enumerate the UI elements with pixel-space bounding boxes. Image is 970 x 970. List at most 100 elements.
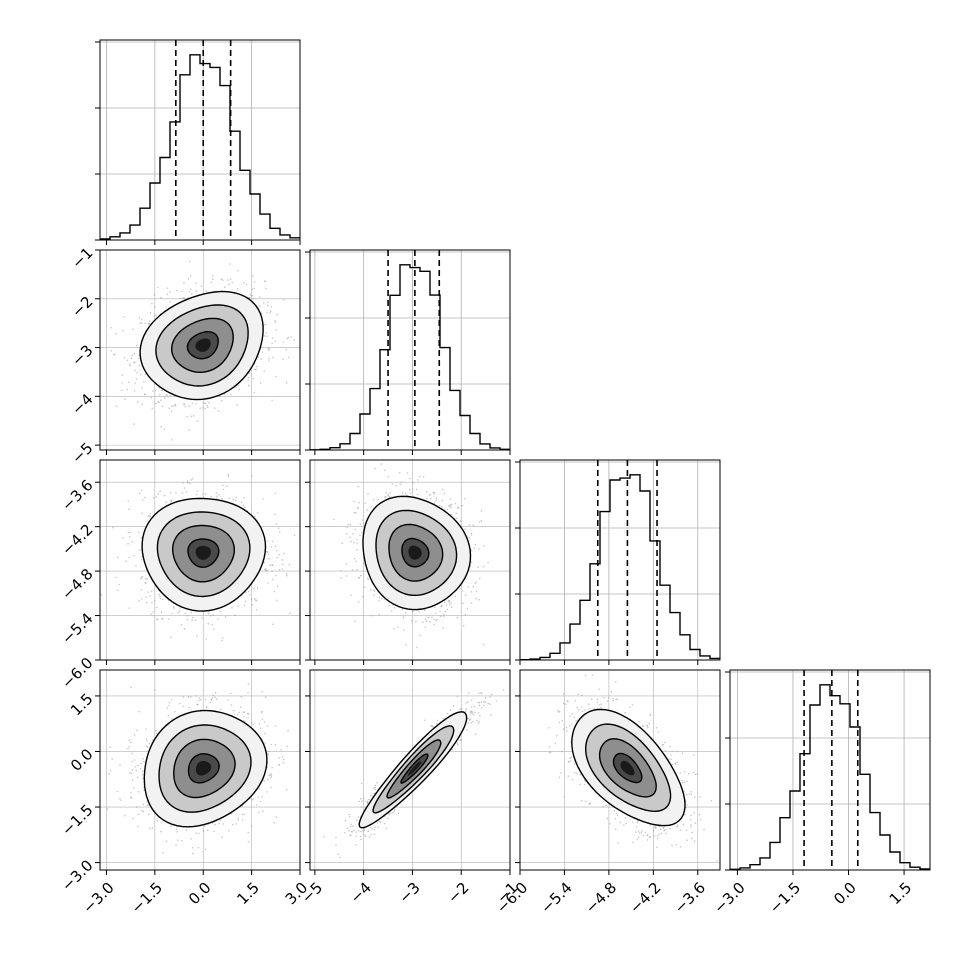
sample-point [129,363,131,366]
panel-3-0 [95,669,301,875]
sample-point [140,536,143,539]
sample-point [238,388,240,391]
sample-point [699,796,701,798]
sample-point [169,291,171,293]
sample-point [445,604,448,606]
sample-point [483,545,485,547]
panel-content [310,670,510,870]
sample-point [142,452,144,454]
sample-point [273,821,276,824]
sample-point [247,717,249,719]
sample-point [128,772,131,774]
sample-point [349,816,351,818]
sample-point [285,382,288,384]
sample-point [472,585,475,588]
sample-point [272,540,274,543]
sample-point [174,711,176,713]
sample-point [133,759,136,761]
sample-point [467,717,469,720]
sample-point [133,390,136,392]
sample-point [261,351,264,353]
sample-point [681,752,684,754]
sample-point [461,708,463,710]
sample-point [374,786,377,789]
sample-point [446,712,449,715]
sample-point [190,415,193,418]
sample-point [692,754,695,756]
y-tick-label: −6.0 [58,654,96,692]
sample-point [363,586,366,588]
sample-point [110,350,113,352]
sample-point [271,342,273,345]
sample-point [189,482,191,485]
sample-point [160,611,163,614]
sample-point [282,758,285,761]
sample-point [227,473,230,476]
sample-point [561,719,563,722]
sample-point [221,497,223,500]
contour-line [362,495,472,611]
sample-point [388,604,390,607]
sample-point [689,824,692,826]
sample-point [681,779,683,782]
panel-3-1 [305,669,511,875]
sample-point [252,275,254,277]
sample-point [656,835,659,837]
sample-point [602,805,604,808]
sample-point [288,356,290,359]
sample-point [374,788,377,791]
sample-point [282,298,285,301]
sample-point [387,475,390,478]
sample-point [204,825,206,827]
sample-point [670,758,672,761]
sample-point [241,813,244,816]
sample-point [351,569,354,571]
sample-point [663,826,665,828]
sample-point [473,705,476,708]
sample-point [353,511,356,514]
sample-point [353,541,355,544]
panel-3-2 [515,669,721,875]
sample-point [478,721,480,723]
sample-point [131,768,134,771]
sample-point [135,565,137,567]
sample-point [581,694,583,697]
sample-point [138,531,140,534]
sample-point [270,786,272,789]
sample-point [131,541,134,543]
sample-point [247,831,249,834]
sample-point [263,561,265,564]
sample-point [355,835,358,838]
sample-point [200,285,203,287]
sample-point [435,497,438,500]
sample-point [660,832,663,835]
sample-point [555,734,558,737]
sample-point [278,757,280,759]
sample-point [641,725,644,727]
sample-point [357,816,360,818]
sample-point [234,614,236,616]
sample-point [231,281,234,284]
sample-point [642,834,645,837]
sample-point [137,813,140,816]
sample-point [416,479,419,481]
sample-point [151,407,154,410]
sample-point [482,643,485,646]
sample-point [136,371,138,374]
sample-point [487,702,490,705]
sample-point [656,846,658,849]
sample-point [374,784,377,787]
sample-point [133,555,135,557]
sample-point [689,819,692,821]
sample-point [529,589,531,591]
sample-point [569,757,571,759]
sample-point [134,766,136,768]
sample-point [397,626,399,628]
x-tick-label: −4 [347,879,375,907]
sample-point [268,750,270,753]
sample-point [188,291,191,293]
x-tick-label: −1.5 [128,879,166,917]
sample-point [263,370,266,372]
sample-point [183,297,186,300]
sample-point [252,798,254,800]
